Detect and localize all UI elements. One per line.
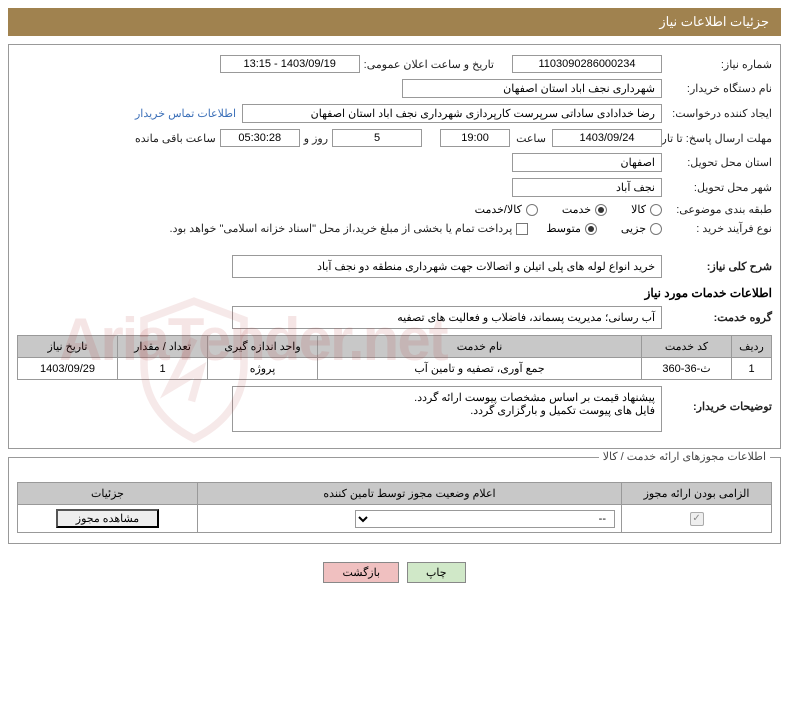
service-group-value: آب رسانی؛ مدیریت پسماند، فاضلاب و فعالیت… — [232, 306, 662, 329]
cell-date: 1403/09/29 — [18, 358, 118, 380]
license-panel-title: اطلاعات مجوزهای ارائه خدمت / کالا — [599, 450, 770, 463]
deadline-date: 1403/09/24 — [552, 129, 662, 147]
delivery-province-label: استان محل تحویل: — [662, 156, 772, 169]
cell-code: ث-36-360 — [642, 358, 732, 380]
category-option-label: کالا — [631, 203, 646, 216]
delivery-city-value: نجف آباد — [512, 178, 662, 197]
cell-name: جمع آوری، تصفیه و تامین آب — [318, 358, 642, 380]
view-license-button[interactable]: مشاهده مجوز — [56, 509, 159, 528]
footer-buttons: چاپ بازگشت — [0, 552, 789, 599]
buyer-notes-label: توضیحات خریدار: — [662, 386, 772, 413]
delivery-city-label: شهر محل تحویل: — [662, 181, 772, 194]
remaining-days-suffix: روز و — [300, 132, 332, 145]
process-type-label: نوع فرآیند خرید : — [662, 222, 772, 235]
radio-icon — [585, 223, 597, 235]
mandatory-checkbox: ✓ — [690, 512, 704, 526]
category-option-goods[interactable]: کالا — [631, 203, 662, 216]
lic-details-cell: مشاهده مجوز — [18, 505, 198, 533]
announce-datetime-label: تاریخ و ساعت اعلان عمومی: — [360, 58, 494, 71]
col-date: تاریخ نیاز — [18, 336, 118, 358]
process-option-label: جزیی — [621, 222, 646, 235]
col-unit: واحد اندازه گیری — [208, 336, 318, 358]
col-name: نام خدمت — [318, 336, 642, 358]
lic-col-details: جزئیات — [18, 483, 198, 505]
radio-icon — [650, 223, 662, 235]
service-group-label: گروه خدمت: — [662, 311, 772, 324]
cell-row: 1 — [732, 358, 772, 380]
treasury-checkbox[interactable] — [516, 223, 528, 235]
announce-datetime-value: 1403/09/19 - 13:15 — [220, 55, 360, 73]
process-option-label: متوسط — [546, 222, 581, 235]
radio-icon — [650, 204, 662, 216]
buyer-org-value: شهرداری نجف اباد استان اصفهان — [402, 79, 662, 98]
buyer-contact-link[interactable]: اطلاعات تماس خریدار — [135, 107, 236, 120]
category-option-both[interactable]: کالا/خدمت — [475, 203, 538, 216]
lic-col-mandatory: الزامی بودن ارائه مجوز — [622, 483, 772, 505]
back-button[interactable]: بازگشت — [323, 562, 399, 583]
panel-header: جزئیات اطلاعات نیاز — [8, 8, 781, 36]
table-row: 1 ث-36-360 جمع آوری، تصفیه و تامین آب پر… — [18, 358, 772, 380]
col-code: کد خدمت — [642, 336, 732, 358]
remaining-days: 5 — [332, 129, 422, 147]
services-heading: اطلاعات خدمات مورد نیاز — [17, 286, 772, 300]
remaining-time-suffix: ساعت باقی مانده — [131, 132, 220, 145]
need-desc-label: شرح کلی نیاز: — [662, 260, 772, 273]
col-qty: تعداد / مقدار — [118, 336, 208, 358]
need-number-value: 1103090286000234 — [512, 55, 662, 73]
deadline-label: مهلت ارسال پاسخ: تا تاریخ: — [662, 132, 772, 145]
cell-qty: 1 — [118, 358, 208, 380]
remaining-time: 05:30:28 — [220, 129, 300, 147]
deadline-time: 19:00 — [440, 129, 510, 147]
lic-status-cell: -- — [198, 505, 622, 533]
request-creator-value: رضا خدادادی ساداتی سرپرست کارپردازی شهرد… — [242, 104, 662, 123]
table-row: ✓ -- مشاهده مجوز — [18, 505, 772, 533]
cell-unit: پروژه — [208, 358, 318, 380]
process-option-medium[interactable]: متوسط — [546, 222, 597, 235]
lic-col-status: اعلام وضعیت مجوز توسط تامین کننده — [198, 483, 622, 505]
main-panel: AriaTender.net شماره نیاز: 1103090286000… — [8, 44, 781, 449]
need-number-label: شماره نیاز: — [662, 58, 772, 71]
license-table: الزامی بودن ارائه مجوز اعلام وضعیت مجوز … — [17, 482, 772, 533]
buyer-org-label: نام دستگاه خریدار: — [662, 82, 772, 95]
deadline-time-label: ساعت — [510, 132, 552, 145]
buyer-notes-value: پیشنهاد قیمت بر اساس مشخصات پیوست ارائه … — [232, 386, 662, 432]
process-type-radio-group: جزیی متوسط — [546, 222, 662, 235]
license-status-select[interactable]: -- — [355, 510, 615, 528]
category-option-label: خدمت — [562, 203, 591, 216]
services-table: ردیف کد خدمت نام خدمت واحد اندازه گیری ت… — [17, 335, 772, 380]
delivery-province-value: اصفهان — [512, 153, 662, 172]
radio-icon — [526, 204, 538, 216]
radio-icon — [595, 204, 607, 216]
category-option-service[interactable]: خدمت — [562, 203, 607, 216]
col-row: ردیف — [732, 336, 772, 358]
category-radio-group: کالا خدمت کالا/خدمت — [475, 203, 662, 216]
lic-mandatory-cell: ✓ — [622, 505, 772, 533]
category-option-label: کالا/خدمت — [475, 203, 522, 216]
need-desc-value: خرید انواع لوله های پلی اتیلن و اتصالات … — [232, 255, 662, 278]
print-button[interactable]: چاپ — [407, 562, 466, 583]
category-label: طبقه بندی موضوعی: — [662, 203, 772, 216]
request-creator-label: ایجاد کننده درخواست: — [662, 107, 772, 120]
license-panel: اطلاعات مجوزهای ارائه خدمت / کالا الزامی… — [8, 457, 781, 544]
process-option-minor[interactable]: جزیی — [621, 222, 662, 235]
payment-note: پرداخت تمام یا بخشی از مبلغ خرید،از محل … — [166, 222, 517, 235]
